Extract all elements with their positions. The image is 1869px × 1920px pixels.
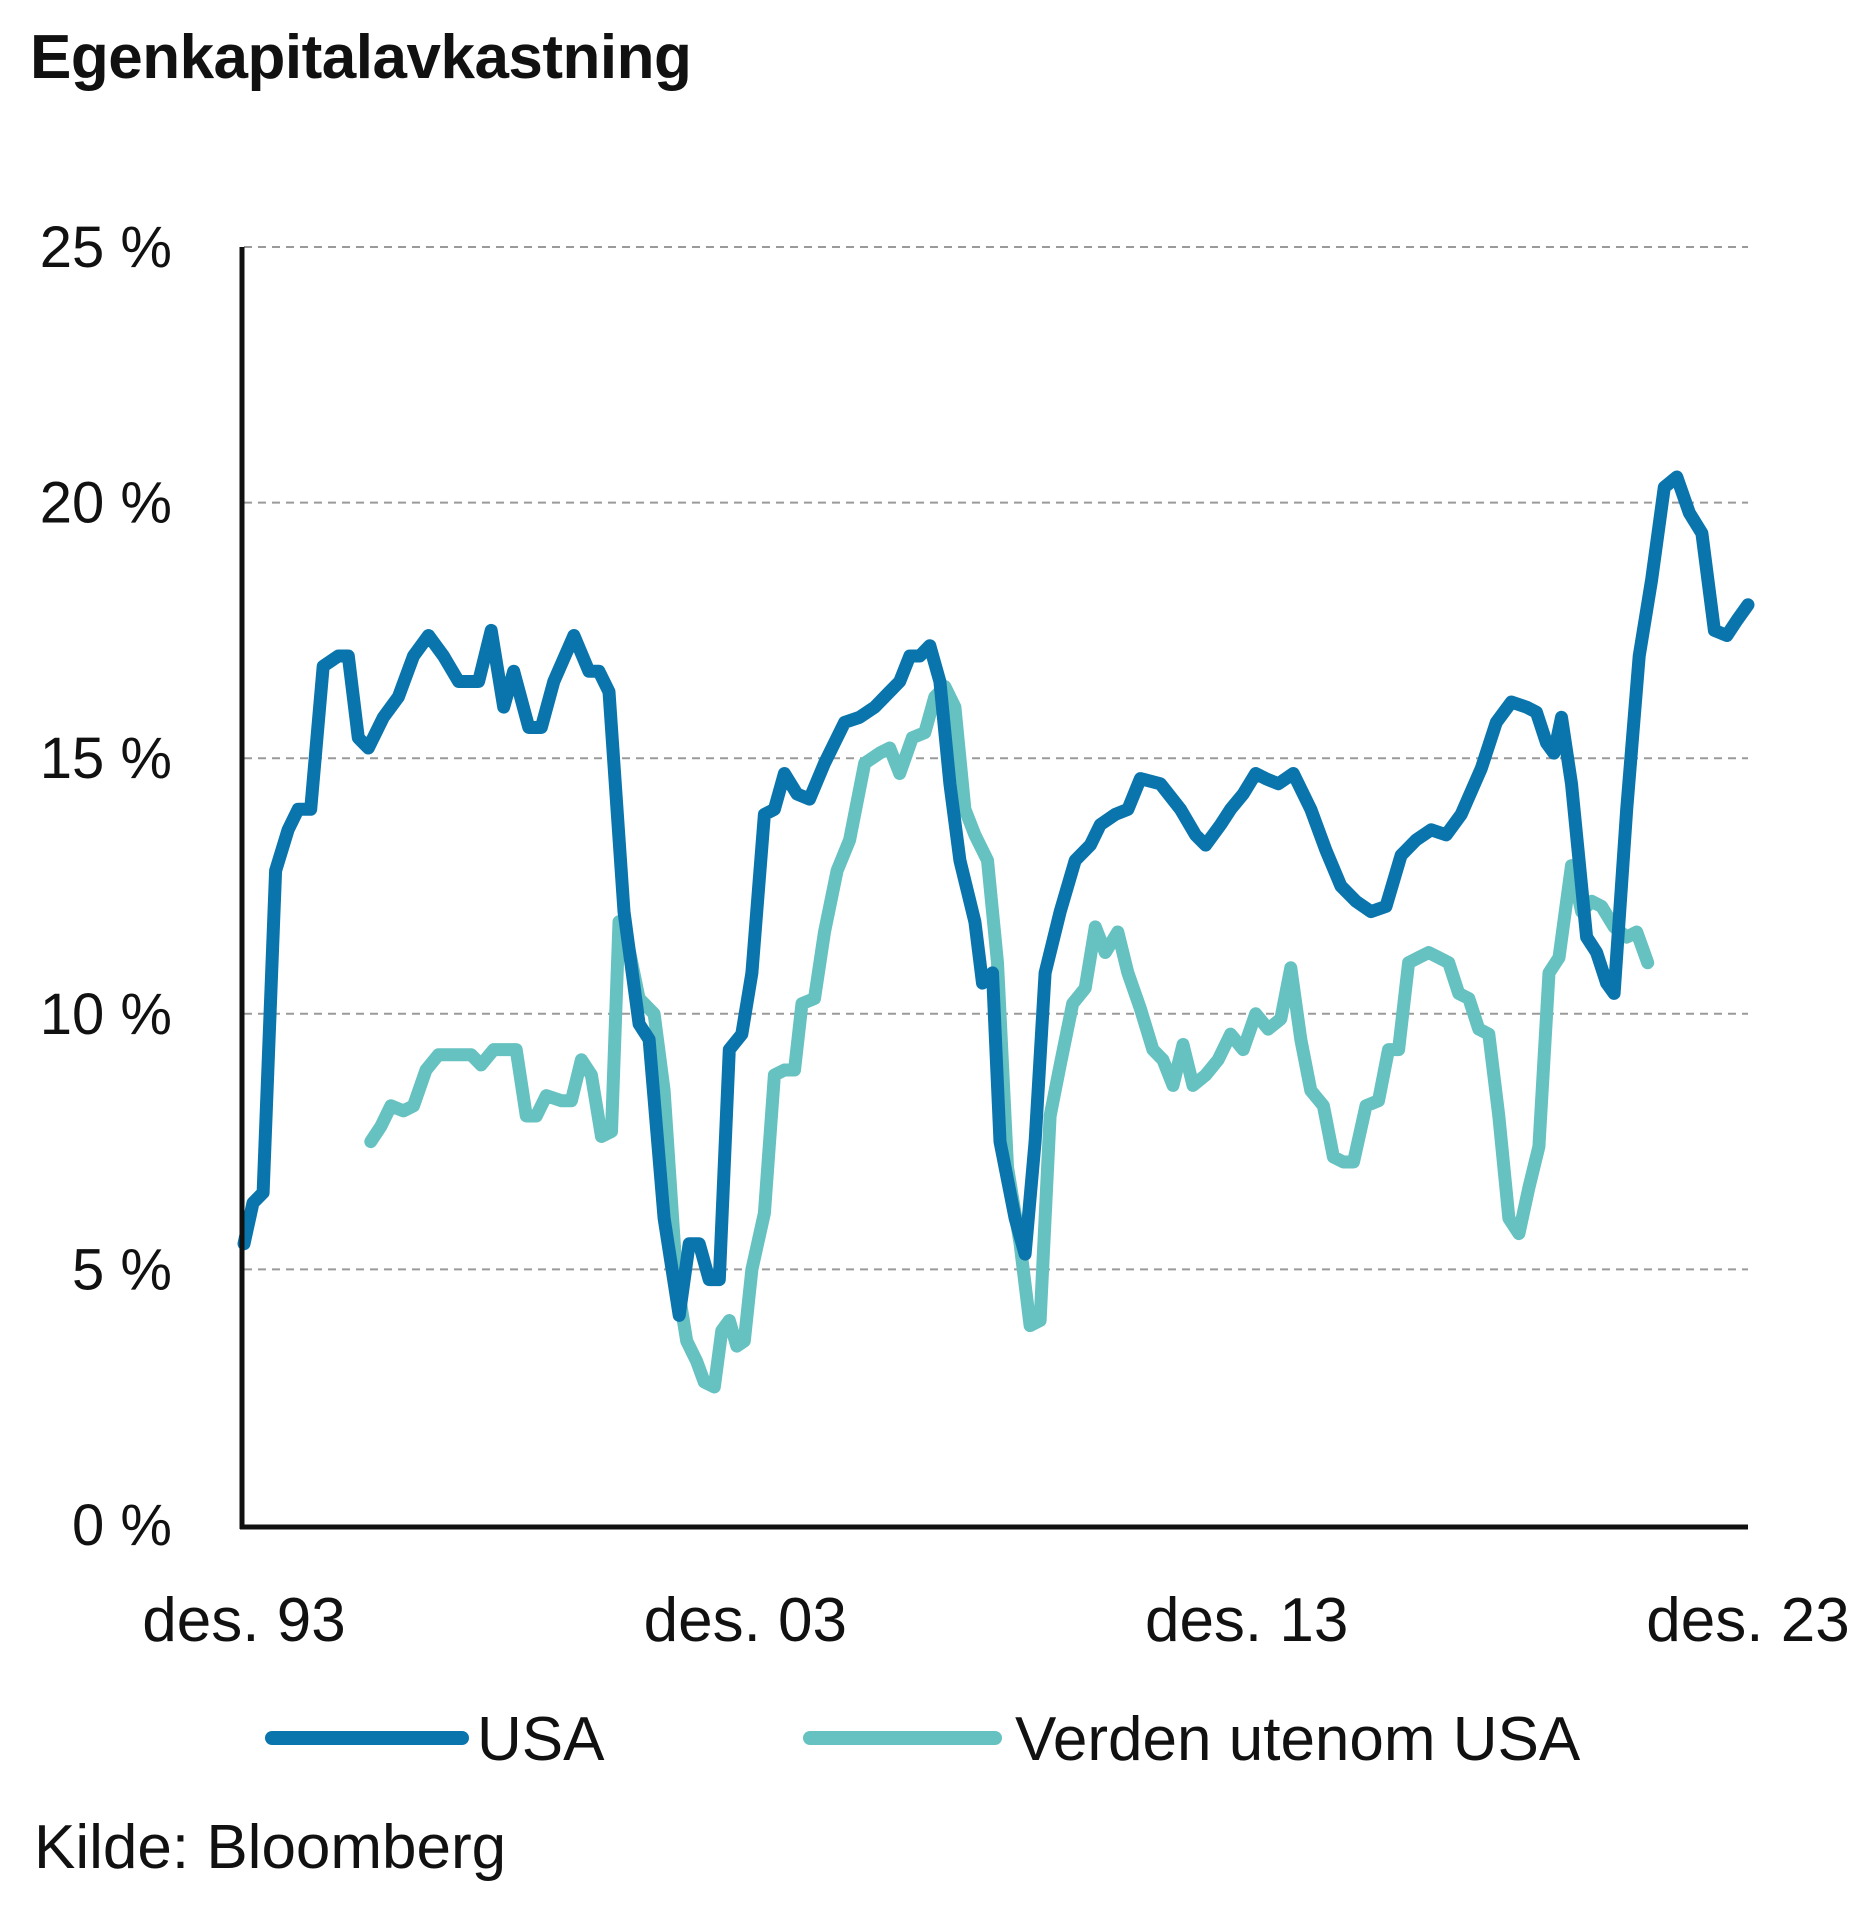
series-line — [364, 680, 1655, 1394]
legend-label: USA — [477, 1705, 605, 1774]
gridlines — [244, 246, 1748, 1271]
x-axis-tick-labels: des. 93 des. 03 des. 13 des. 23 — [142, 1586, 1849, 1655]
x-tick-label: des. 93 — [142, 1586, 345, 1655]
legend-label: Verden utenom USA — [1015, 1705, 1581, 1774]
x-tick-label: des. 03 — [644, 1586, 847, 1655]
x-tick-label: des. 13 — [1145, 1586, 1348, 1655]
y-tick-label: 20 % — [40, 471, 172, 536]
source-note: Kilde: Bloomberg — [34, 1813, 507, 1882]
chart-title: Egenkapitalavkastning — [30, 23, 692, 92]
y-tick-label: 0 % — [72, 1493, 172, 1558]
y-tick-label: 25 % — [40, 215, 172, 280]
y-tick-label: 10 % — [40, 982, 172, 1047]
axes — [239, 247, 1748, 1530]
y-tick-label: 5 % — [72, 1237, 172, 1302]
x-tick-label: des. 23 — [1646, 1586, 1849, 1655]
series-line — [237, 470, 1755, 1322]
series-lines — [237, 470, 1755, 1394]
y-tick-label: 15 % — [40, 726, 172, 791]
legend: USA Verden utenom USA — [265, 1705, 1581, 1774]
y-axis-tick-labels: 0 % 5 % 10 % 15 % 20 % 25 % — [40, 215, 172, 1558]
